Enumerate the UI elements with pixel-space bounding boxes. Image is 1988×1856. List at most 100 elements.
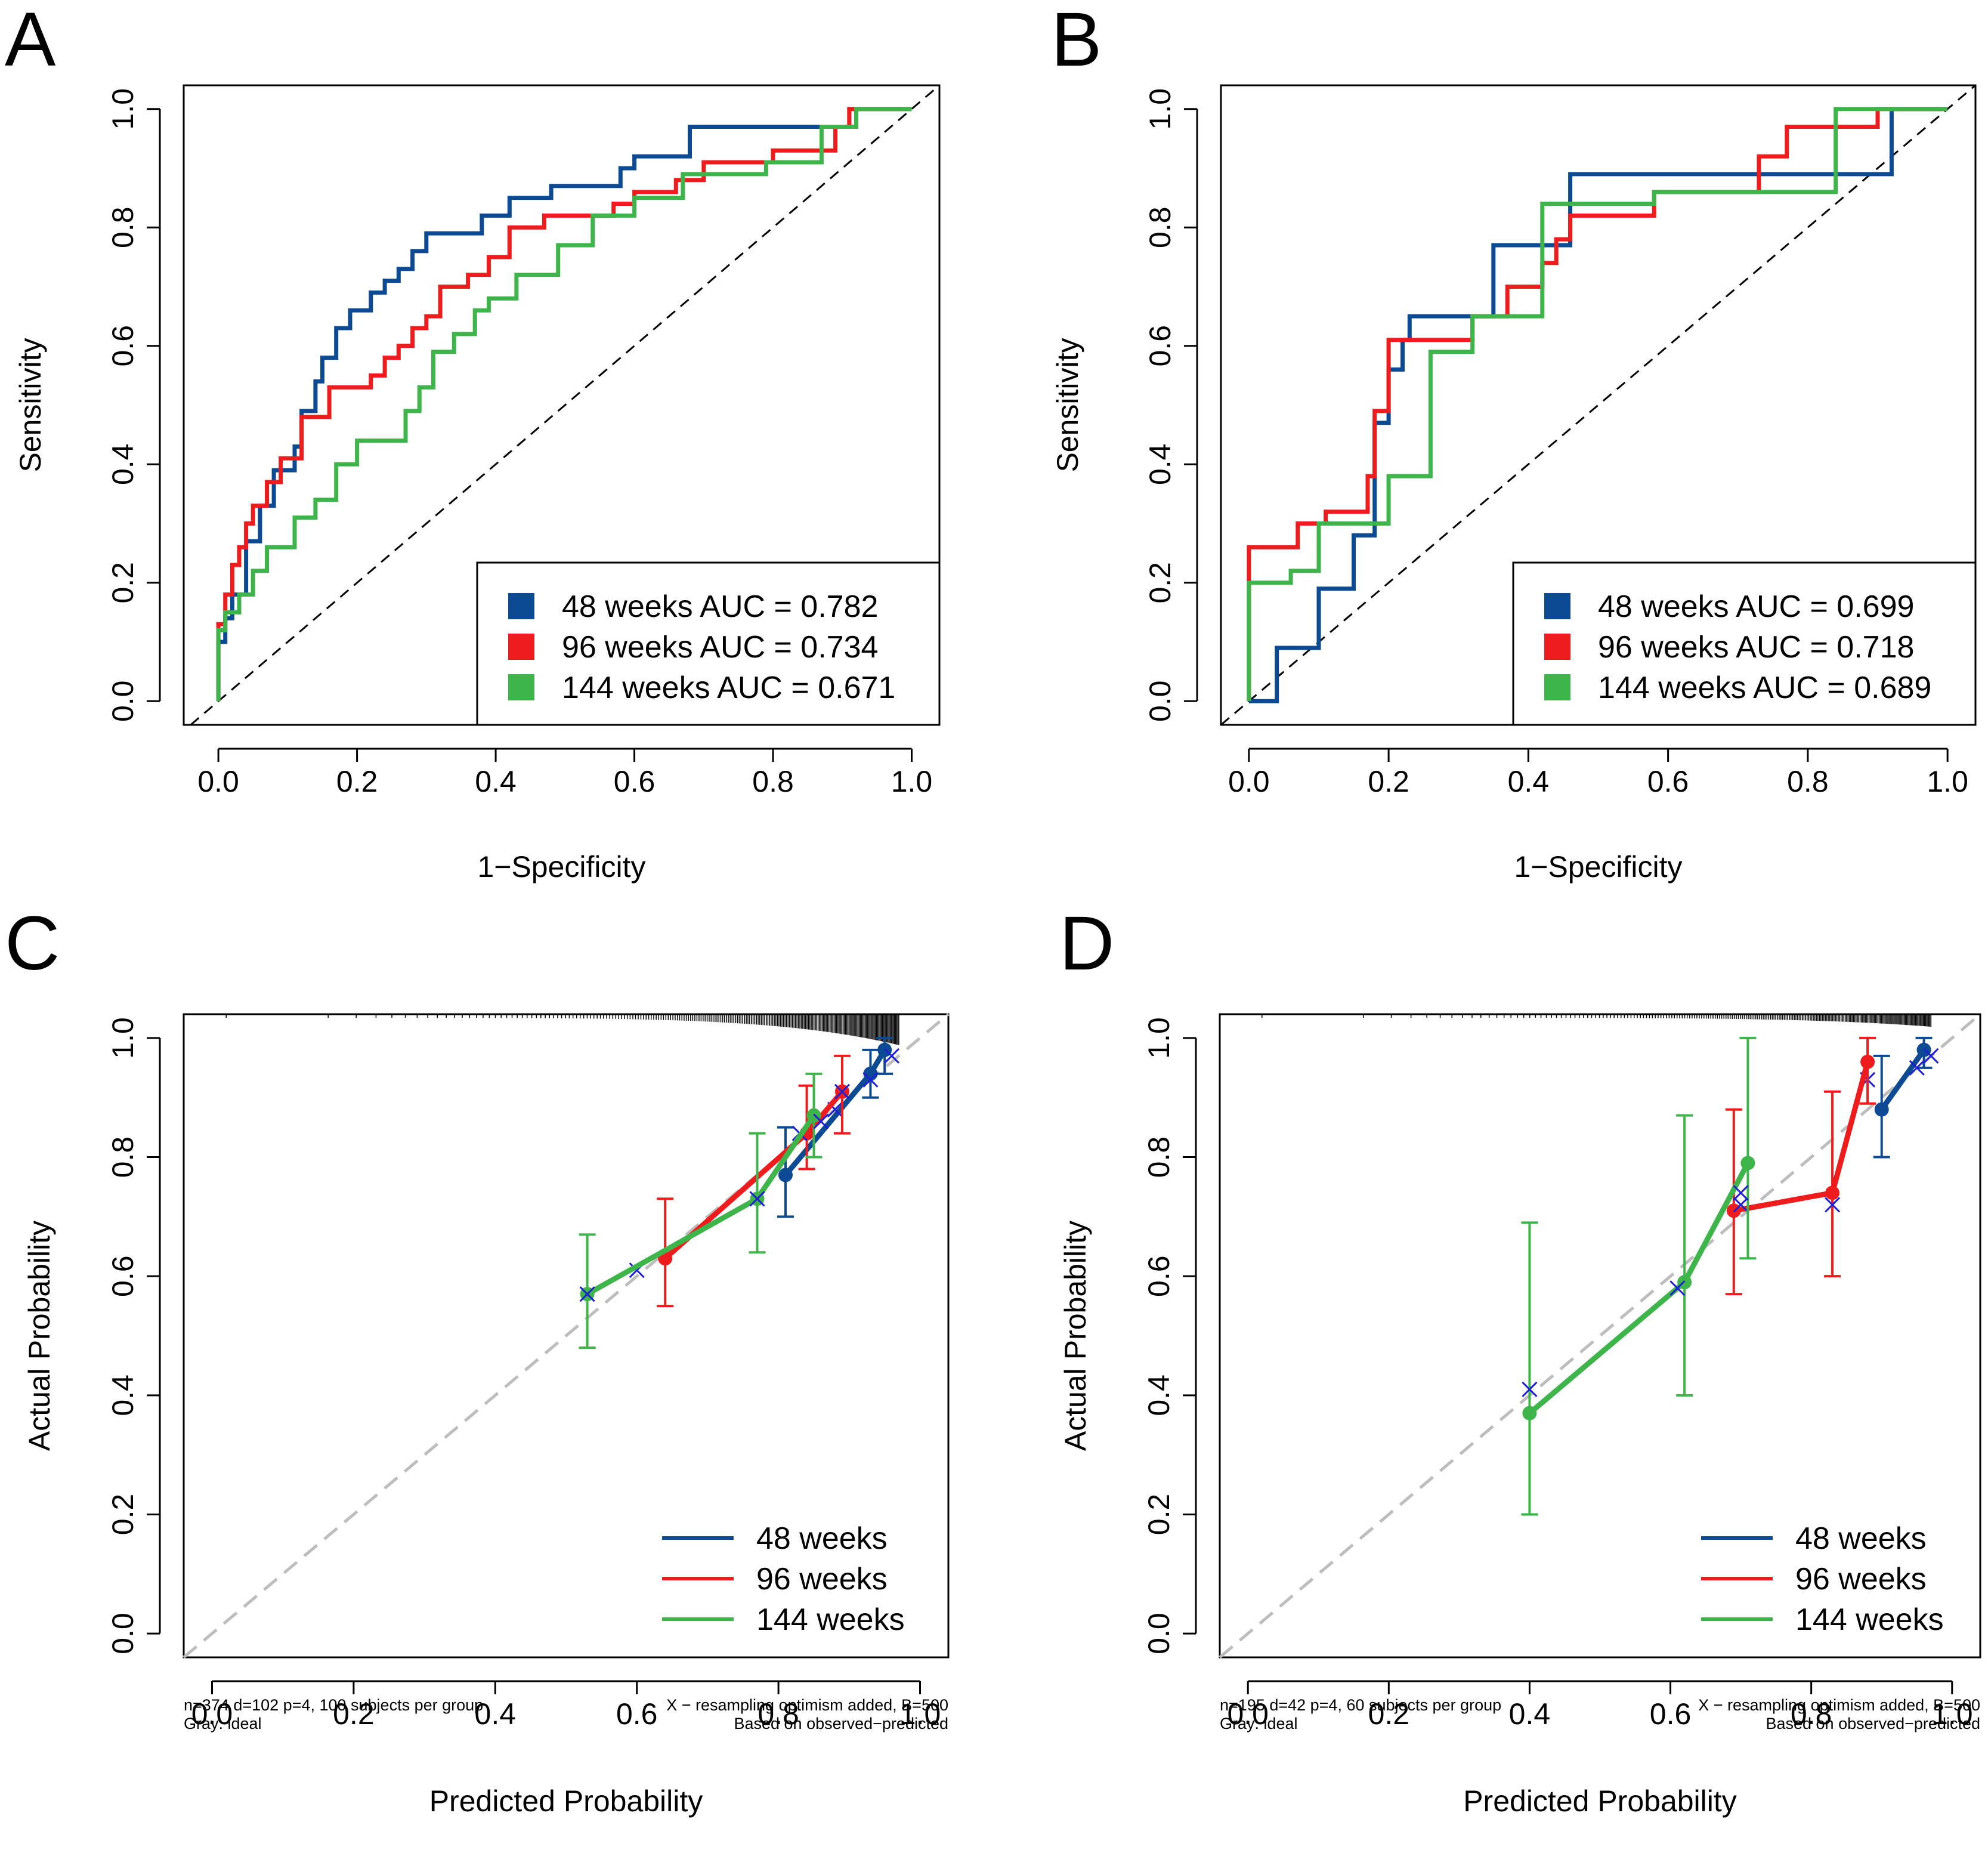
legend-swatch [1544,674,1570,700]
optimism-x-marker [1825,1197,1841,1213]
legend-swatch [508,593,534,619]
roc-curve-1 [216,107,912,702]
x-tick-label: 0.2 [1368,1697,1410,1731]
y-axis-title: Sensitivity [1051,338,1084,472]
ideal-line [1219,1013,1981,1659]
y-tick-label: 1.0 [1143,88,1177,130]
x-axis-title: 1−Specificity [477,850,645,884]
observed-point [1522,1406,1537,1420]
legend-entry: 48 weeks AUC = 0.699 [1598,589,1914,624]
y-tick-label: 0.4 [1142,1375,1176,1416]
panel-label: C [5,901,60,986]
rug-plot [225,1014,899,1045]
optimism-x-marker [1522,1381,1538,1397]
footnote-resampling: X − resampling optimism added, B=500 [666,1696,948,1714]
optimism-x-marker [813,1113,829,1129]
y-tick-label: 0.6 [106,1255,140,1297]
reference-diagonal [190,84,940,726]
legend-entry: 48 weeks [1795,1521,1927,1556]
plot-frame [1219,1013,1981,1659]
y-tick-label: 0.8 [1142,1137,1176,1178]
x-tick-label: 0.6 [614,765,656,798]
x-tick-label: 0.8 [758,1697,799,1731]
y-axis-title: Actual Probability [23,1221,56,1451]
calibration-curve-0 [1879,1047,1927,1113]
panel-label: A [5,0,56,82]
optimism-x-marker [579,1286,595,1302]
y-tick-label: 0.0 [1143,681,1177,722]
x-tick-label: 0.2 [336,765,378,798]
reference-diagonal [1220,84,1976,726]
roc-curve-0 [216,107,912,702]
x-tick-label: 0.6 [1647,765,1689,798]
y-tick-label: 0.6 [106,325,140,367]
y-axis-title: Actual Probability [1059,1221,1092,1451]
roc-curve-0 [1248,107,1948,703]
footnote-observed-predicted: Based on observed−predicted [734,1715,948,1733]
x-tick-label: 0.0 [1228,765,1270,798]
footnote-gray-ideal: Gray: ideal [184,1715,262,1733]
y-tick-label: 0.0 [106,681,140,722]
y-tick-label: 0.0 [106,1613,140,1654]
x-tick-label: 0.2 [333,1697,375,1731]
y-axis-title: Sensitivity [14,338,47,472]
plot-frame [183,1013,950,1659]
panel-D: D 0.0 0.2 0.4 0.6 0.8 1.0 Predicted Probability… [1059,901,1981,1818]
x-tick-label: 1.0 [1931,1697,1973,1731]
x-tick-label: 0.0 [191,1697,233,1731]
legend-entry: 48 weeks AUC = 0.782 [562,589,878,624]
y-tick-label: 0.6 [1142,1255,1176,1297]
legend-swatch [1544,634,1570,660]
roc-curve-2 [216,107,912,702]
y-tick-label: 0.2 [106,562,140,604]
observed-point [1825,1185,1840,1200]
observed-point [778,1168,793,1182]
observed-point [1860,1054,1875,1069]
calibration-curve-2 [585,1113,817,1297]
footnote-gray-ideal: Gray: ideal [1220,1715,1298,1733]
y-tick-label: 0.8 [106,206,140,248]
observed-point [1740,1156,1755,1171]
observed-point [1874,1102,1889,1117]
panel-label: B [1051,0,1102,82]
rug-plot [1262,1014,1932,1027]
x-tick-label: 1.0 [891,765,933,798]
optimism-x-marker [749,1191,765,1207]
x-axis-title: Predicted Probability [429,1784,703,1818]
y-tick-label: 0.8 [106,1137,140,1178]
y-tick-label: 0.2 [106,1494,140,1536]
panel-C: C 0.0 0.2 0.4 0.6 0.8 1.0 Predicted Probability… [5,901,950,1818]
legend-box [1512,561,1977,726]
optimism-x-marker [883,1048,900,1064]
x-tick-label: 0.6 [1650,1697,1692,1731]
optimism-x-marker [834,1083,851,1100]
x-tick-label: 0.4 [1509,1697,1551,1731]
legend-swatch [508,634,534,660]
x-tick-label: 0.8 [752,765,794,798]
roc-curve-1 [1247,107,1948,702]
footnote-sample-size: n=374 d=102 p=4, 100 subjects per group [184,1696,483,1714]
optimism-x-marker [1909,1060,1925,1076]
optimism-x-marker [862,1071,879,1088]
x-tick-label: 0.8 [1791,1697,1832,1731]
x-tick-label: 0.2 [1368,765,1409,798]
optimism-x-marker [1733,1197,1749,1213]
x-tick-label: 0.4 [475,1697,517,1731]
panel-B: B 0.0 0.2 0.4 0.6 0.8 1.0 1−Specificity 0.0 0.2 0.… [1051,0,1977,884]
y-tick-label: 1.0 [106,88,140,130]
footnote-sample-size: n=195 d=42 p=4, 60 subjects per group [1220,1696,1501,1714]
legend-entry: 144 weeks [1795,1602,1944,1637]
x-tick-label: 0.4 [475,765,517,798]
optimism-x-marker [1669,1280,1686,1296]
panel-label: D [1059,901,1114,986]
roc-curve-2 [1247,107,1948,702]
calibration-curve-1 [1731,1059,1870,1213]
footnote-resampling: X − resampling optimism added, B=500 [1698,1696,1980,1714]
y-tick-label: 0.4 [106,1375,140,1416]
legend-entry: 144 weeks AUC = 0.689 [1598,671,1931,705]
x-tick-label: 0.0 [197,765,239,798]
legend-entry: 144 weeks AUC = 0.671 [562,671,895,705]
y-tick-label: 0.4 [1143,444,1177,486]
footnote-observed-predicted: Based on observed−predicted [1766,1715,1980,1733]
